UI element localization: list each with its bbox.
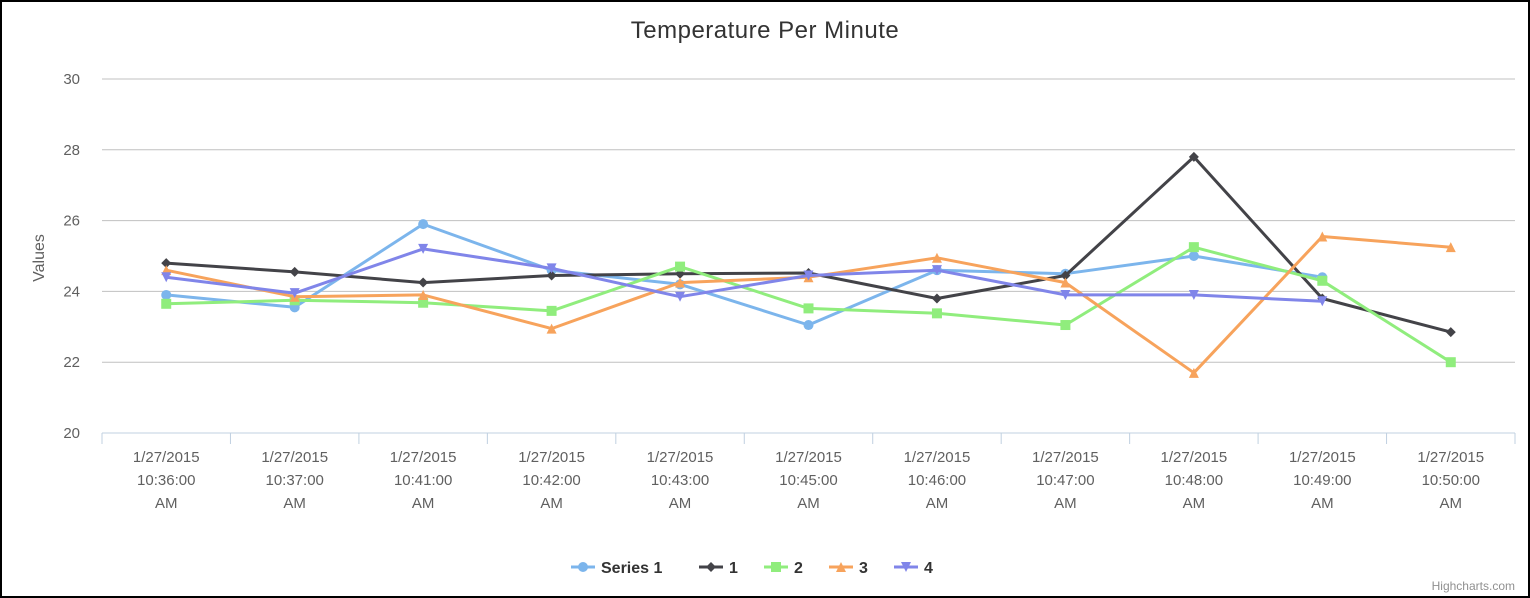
data-point[interactable] xyxy=(546,270,557,281)
legend-item[interactable]: 3 xyxy=(829,560,868,577)
x-tick-label: 1/27/2015 10:37:00 AM xyxy=(261,449,328,512)
data-point[interactable] xyxy=(1317,231,1328,242)
x-tick-label: 1/27/2015 10:47:00 AM xyxy=(1032,449,1099,512)
data-point[interactable] xyxy=(1060,289,1071,300)
y-tick-label: 28 xyxy=(63,142,80,159)
legend-item[interactable]: 4 xyxy=(894,560,933,577)
y-axis-label: Values xyxy=(31,234,48,282)
data-point[interactable] xyxy=(546,323,557,334)
legend-label: 3 xyxy=(859,560,868,577)
series-line[interactable] xyxy=(164,247,1324,303)
data-point[interactable] xyxy=(289,266,300,277)
legend-item[interactable]: Series 1 xyxy=(571,560,662,577)
series-4 xyxy=(161,243,1328,307)
data-point[interactable] xyxy=(803,303,814,314)
data-point[interactable] xyxy=(931,265,942,276)
x-tick-label: 1/27/2015 10:41:00 AM xyxy=(390,449,457,512)
x-tick-label: 1/27/2015 10:46:00 AM xyxy=(904,449,971,512)
data-point[interactable] xyxy=(931,293,942,304)
data-point[interactable] xyxy=(675,277,686,288)
data-point[interactable] xyxy=(1188,289,1199,300)
data-point[interactable] xyxy=(675,261,686,272)
data-point[interactable] xyxy=(546,263,557,274)
legend-label: 2 xyxy=(794,560,803,577)
grid-lines xyxy=(102,78,1515,363)
data-point[interactable] xyxy=(418,277,429,288)
data-point[interactable] xyxy=(1188,251,1199,261)
y-tick-label: 20 xyxy=(63,425,80,442)
x-axis: 1/27/2015 10:36:00 AM 1/27/2015 10:37:00 AM 1/… xyxy=(101,432,1516,512)
data-point[interactable] xyxy=(1445,357,1456,368)
legend-item[interactable]: 2 xyxy=(764,560,803,577)
data-point[interactable] xyxy=(161,272,172,283)
credits-link[interactable]: Highcharts.com xyxy=(1432,579,1515,593)
legend-marker[interactable] xyxy=(901,562,911,572)
y-tick-label: 24 xyxy=(63,283,80,300)
legend-marker[interactable] xyxy=(706,562,716,572)
y-axis-ticks: 20 22 24 26 28 30 xyxy=(63,71,80,442)
data-point[interactable] xyxy=(1445,242,1456,253)
data-point[interactable] xyxy=(1188,242,1199,253)
data-point[interactable] xyxy=(675,291,686,302)
data-point[interactable] xyxy=(1445,327,1456,338)
legend-item[interactable]: 1 xyxy=(699,560,738,577)
x-tick-label: 1/27/2015 10:42:00 AM xyxy=(518,449,585,512)
data-point[interactable] xyxy=(931,308,942,319)
data-point[interactable] xyxy=(289,288,300,299)
data-point[interactable] xyxy=(1188,367,1199,378)
data-point[interactable] xyxy=(1060,320,1071,331)
data-point[interactable] xyxy=(161,298,172,309)
x-tick-label: 1/27/2015 10:36:00 AM xyxy=(133,449,200,512)
x-tick-label: 1/27/2015 10:43:00 AM xyxy=(647,449,714,512)
legend-label: 1 xyxy=(729,560,738,577)
x-tick-label: 1/27/2015 10:49:00 AM xyxy=(1289,449,1356,512)
x-tick-label: 1/27/2015 10:50:00 AM xyxy=(1417,449,1484,512)
data-point[interactable] xyxy=(418,219,429,230)
data-point[interactable] xyxy=(1060,270,1071,281)
y-tick-label: 30 xyxy=(63,71,80,88)
y-tick-label: 22 xyxy=(63,354,80,371)
data-point[interactable] xyxy=(161,258,172,269)
data-point[interactable] xyxy=(1317,296,1328,307)
legend[interactable]: Series 1 1 2 3 4 xyxy=(571,560,933,577)
data-point[interactable] xyxy=(418,289,429,300)
data-point[interactable] xyxy=(418,243,429,254)
data-point[interactable] xyxy=(546,305,557,316)
data-point[interactable] xyxy=(1060,277,1071,288)
series-2 xyxy=(161,242,1456,368)
data-point[interactable] xyxy=(803,320,814,331)
legend-label: 4 xyxy=(924,560,933,577)
x-tick-label: 1/27/2015 10:48:00 AM xyxy=(1160,449,1227,512)
legend-marker[interactable] xyxy=(771,562,781,572)
series-line[interactable] xyxy=(164,222,1324,327)
data-point[interactable] xyxy=(1188,151,1199,162)
legend-marker[interactable] xyxy=(578,562,588,572)
legend-marker[interactable] xyxy=(836,562,846,572)
chart-title: Temperature Per Minute xyxy=(631,17,899,44)
x-tick-label: 1/27/2015 10:45:00 AM xyxy=(775,449,842,512)
data-point[interactable] xyxy=(418,297,429,308)
data-point[interactable] xyxy=(803,270,814,281)
y-tick-label: 26 xyxy=(63,213,80,230)
data-point[interactable] xyxy=(161,289,172,300)
data-point[interactable] xyxy=(1317,275,1328,286)
data-point[interactable] xyxy=(931,252,942,263)
series-layer xyxy=(161,151,1456,378)
legend-label: Series 1 xyxy=(601,560,662,577)
